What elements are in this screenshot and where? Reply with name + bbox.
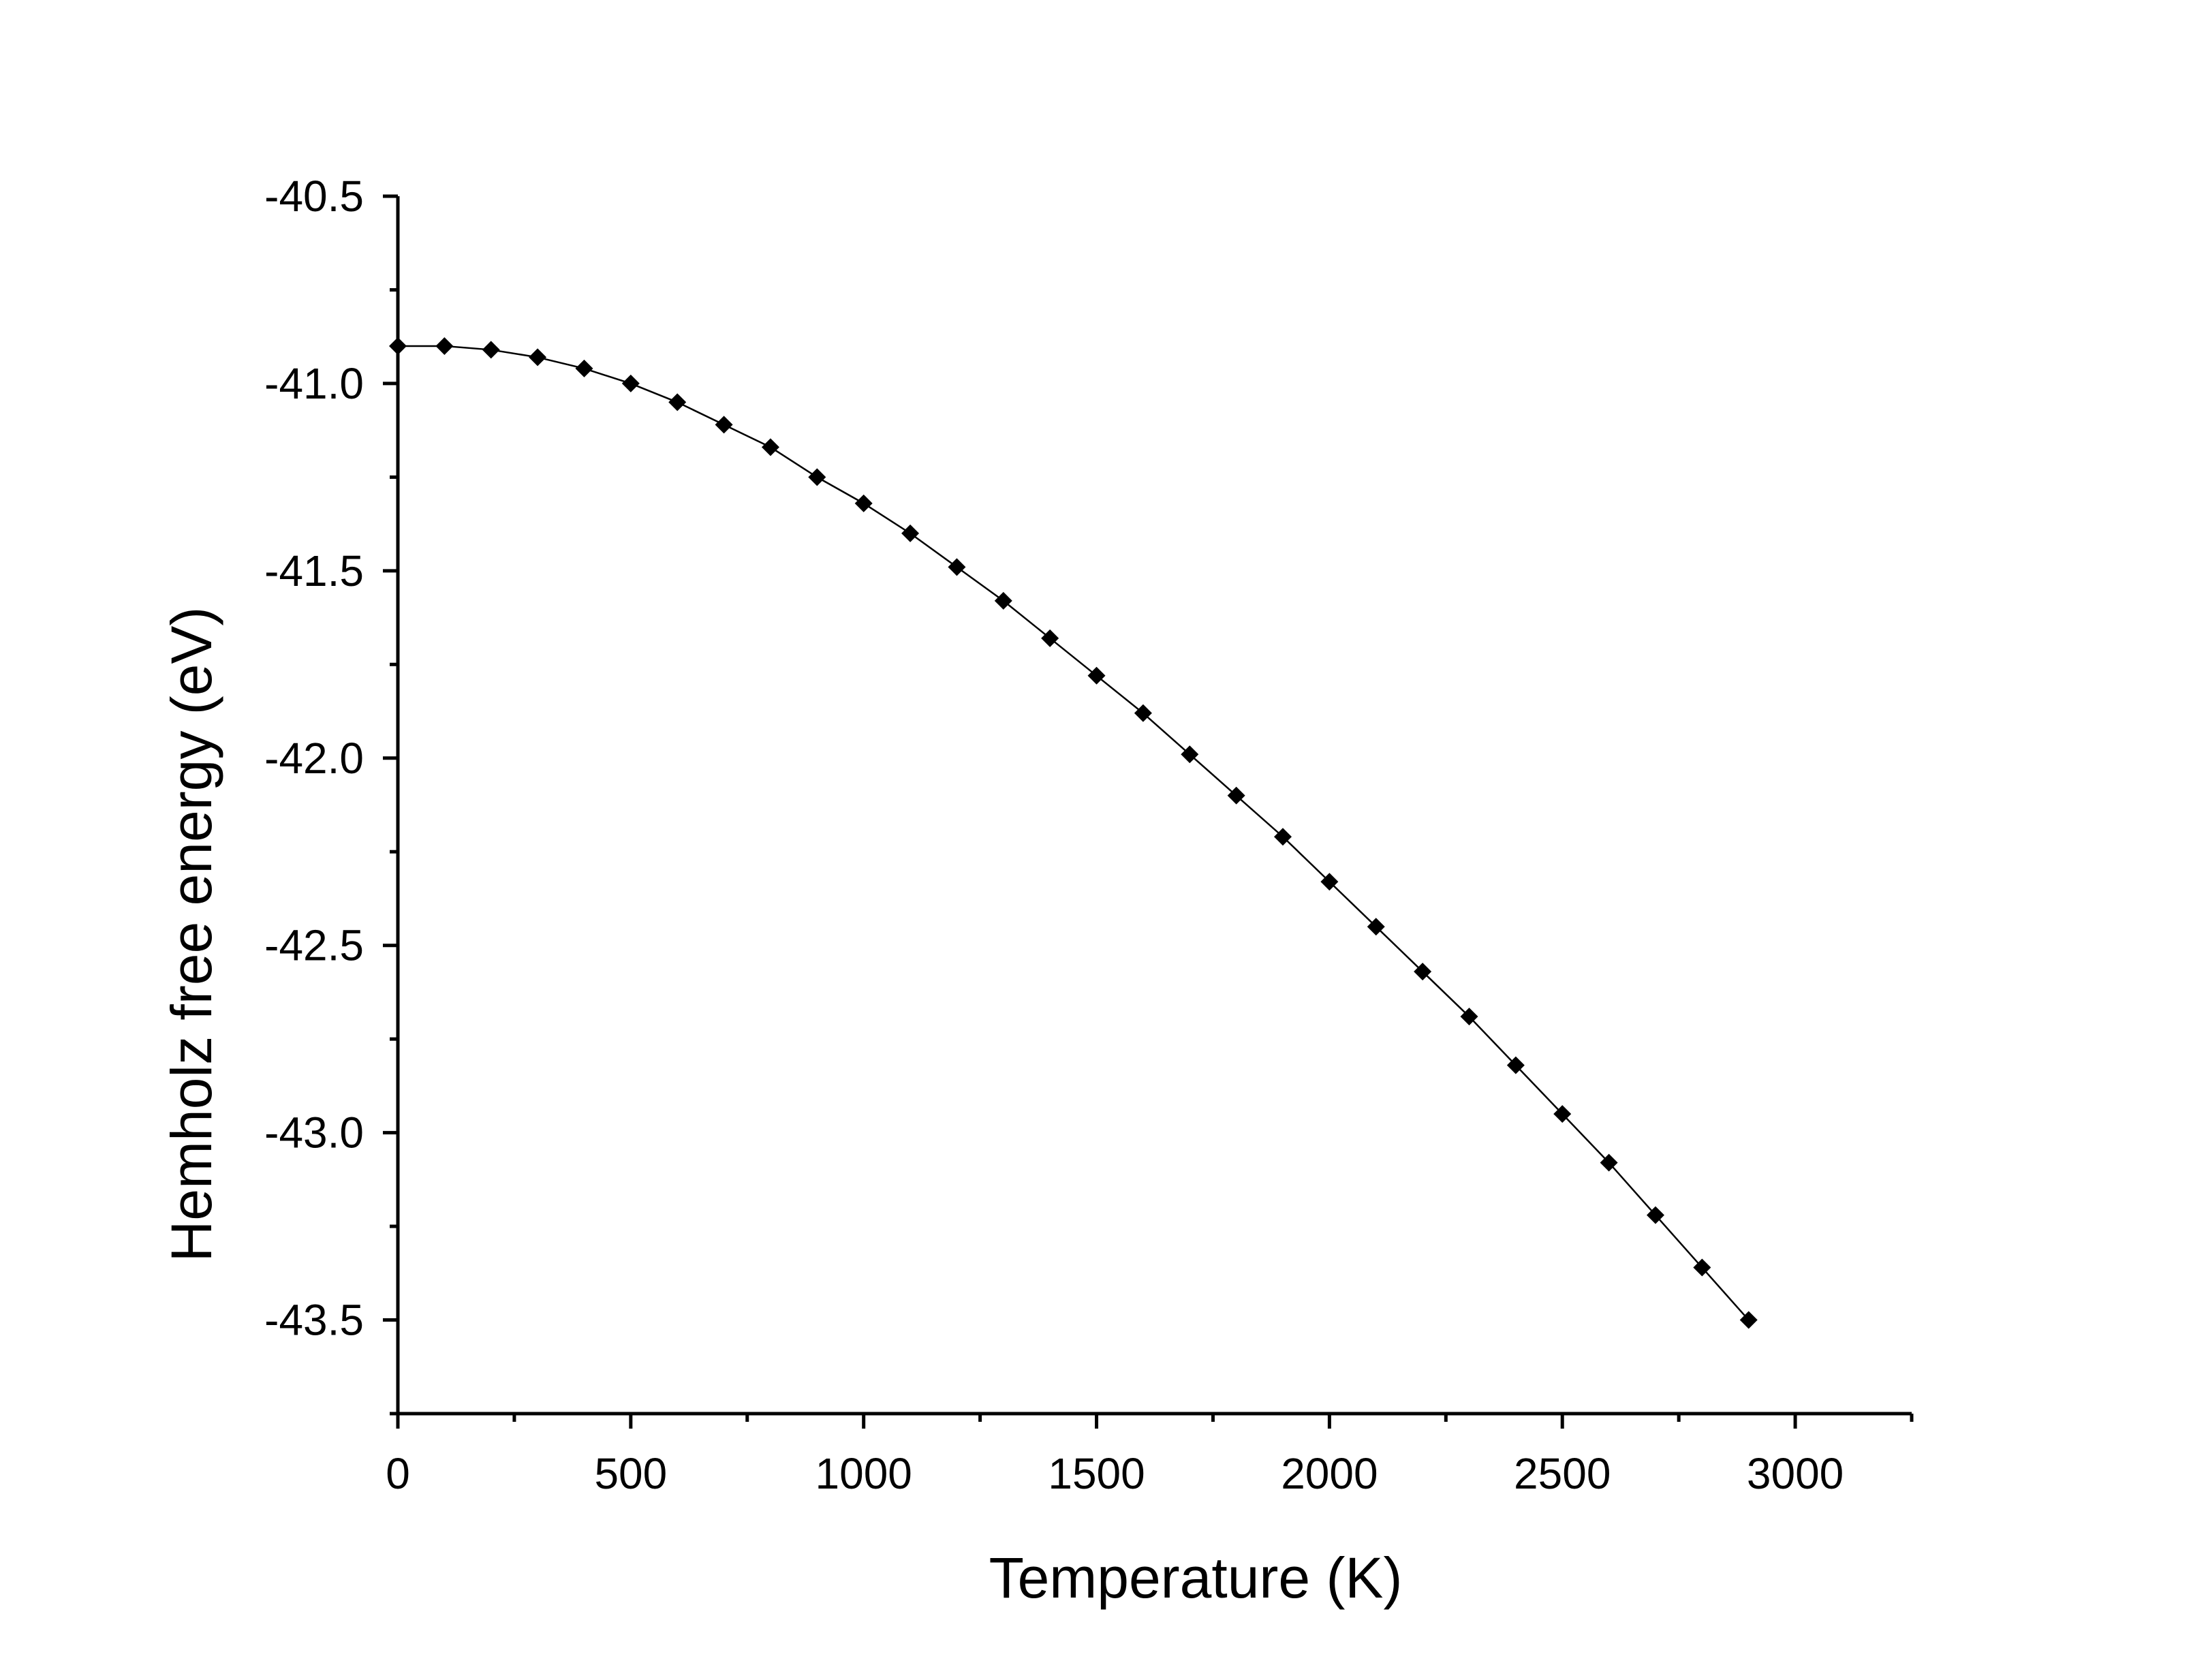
axis-labels: 0 500 1000 1500 2000 2500 3000 -40.5 -41.0 -41.5 -… (159, 172, 1844, 1610)
x-tick-label: 500 (594, 1449, 667, 1498)
x-tick-label: 1000 (815, 1449, 912, 1498)
data-point (1460, 1008, 1478, 1026)
data-point (1553, 1105, 1572, 1123)
y-tick-label: -42.0 (264, 734, 364, 783)
data-point (1367, 918, 1385, 936)
x-tick-label: 2500 (1514, 1449, 1611, 1498)
data-point (1600, 1153, 1618, 1172)
data-point (1274, 828, 1292, 846)
x-tick-label: 2000 (1281, 1449, 1378, 1498)
data-point (1041, 629, 1059, 647)
data-point (994, 591, 1012, 610)
axes (383, 194, 1914, 1429)
data-point (1506, 1056, 1525, 1074)
data-point (621, 374, 640, 392)
y-tick-label: -40.5 (264, 172, 364, 221)
data-point (1087, 666, 1106, 685)
y-tick-label: -43.0 (264, 1108, 364, 1157)
x-axis-title: Temperature (K) (989, 1546, 1403, 1610)
x-tick-label: 3000 (1747, 1449, 1844, 1498)
y-tick-label: -41.5 (264, 546, 364, 595)
y-tick-label: -42.5 (264, 921, 364, 970)
data-point (482, 341, 500, 359)
data-point (1134, 704, 1152, 722)
data-point (1739, 1311, 1758, 1329)
y-axis-title: Hemholz free energy (eV) (159, 607, 223, 1262)
y-tick-label: -41.0 (264, 359, 364, 408)
data-point (435, 337, 454, 355)
data-point (1227, 786, 1245, 805)
x-tick-label: 1500 (1048, 1449, 1145, 1498)
data-point (389, 337, 407, 355)
series (389, 337, 1758, 1329)
data-point (854, 494, 873, 512)
data-point (808, 468, 826, 486)
data-point (761, 438, 779, 456)
x-tick-label: 0 (386, 1449, 410, 1498)
data-point (1693, 1258, 1711, 1277)
data-point (668, 393, 687, 411)
data-point (1646, 1206, 1664, 1224)
data-point (948, 558, 966, 576)
y-tick-label: -43.5 (264, 1296, 364, 1345)
data-point (1414, 963, 1432, 981)
data-point (1181, 745, 1199, 764)
series-line (398, 345, 1750, 1321)
data-point (715, 416, 733, 434)
data-point (529, 348, 547, 367)
data-point (575, 359, 593, 377)
data-point (901, 524, 920, 542)
data-point (1320, 873, 1339, 891)
